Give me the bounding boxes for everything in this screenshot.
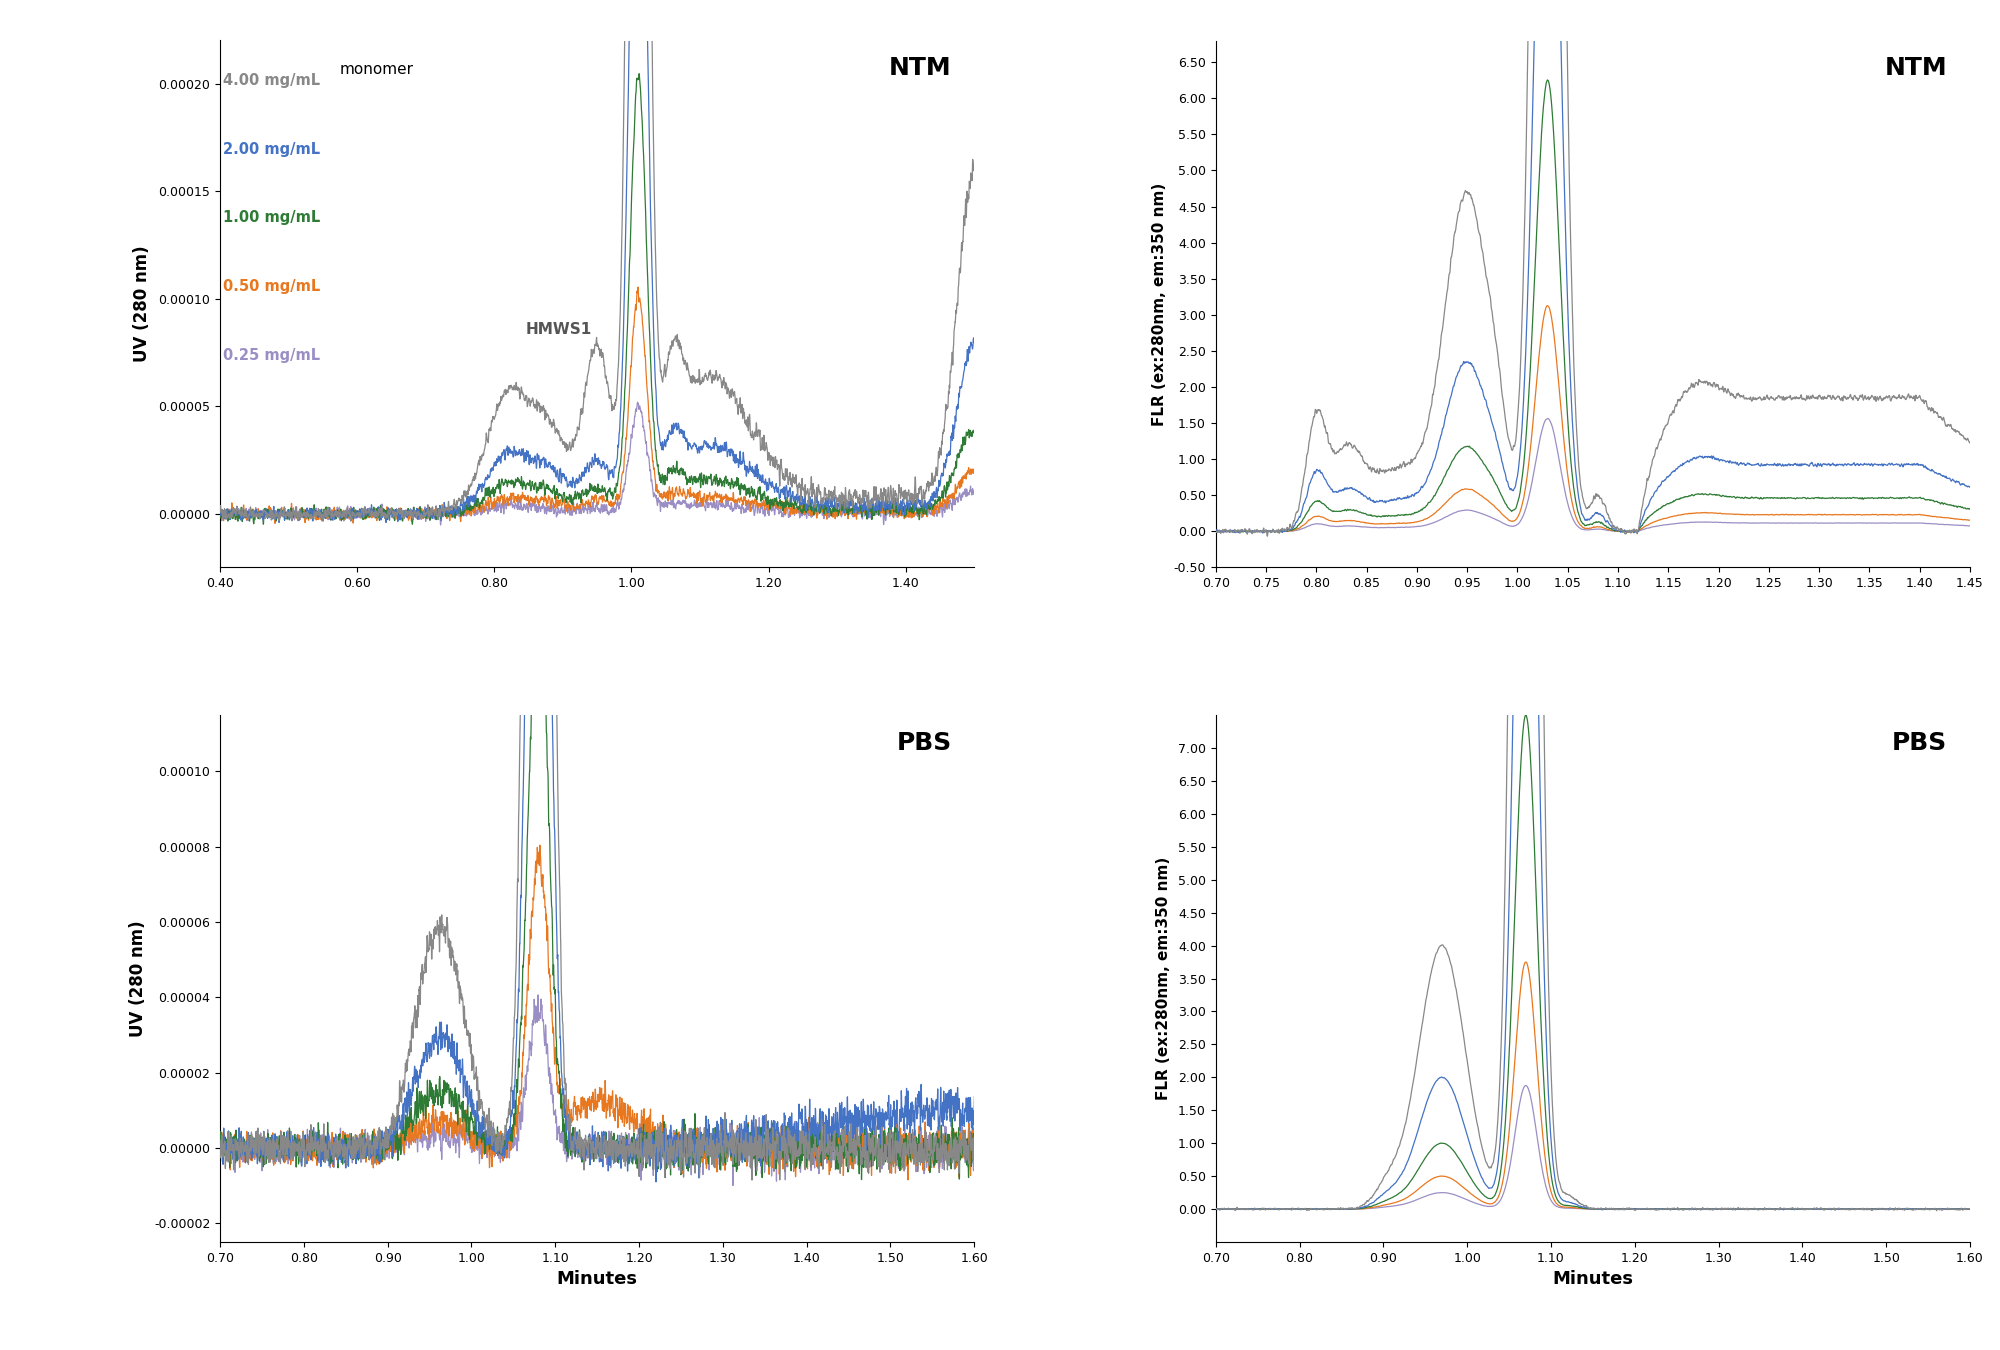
- Y-axis label: FLR (ex:280nm, em:350 nm): FLR (ex:280nm, em:350 nm): [1152, 182, 1166, 425]
- X-axis label: Minutes: Minutes: [1552, 1270, 1634, 1288]
- Text: PBS: PBS: [896, 730, 952, 755]
- Text: 0.25 mg/mL: 0.25 mg/mL: [224, 348, 320, 363]
- Text: monomer: monomer: [340, 62, 414, 77]
- Text: 4.00 mg/mL: 4.00 mg/mL: [224, 73, 320, 88]
- Text: 1.00 mg/mL: 1.00 mg/mL: [224, 211, 320, 225]
- Text: PBS: PBS: [1892, 730, 1948, 755]
- Text: HMWS1: HMWS1: [526, 323, 592, 338]
- Y-axis label: UV (280 nm): UV (280 nm): [128, 921, 146, 1037]
- Text: NTM: NTM: [890, 57, 952, 80]
- Y-axis label: FLR (ex:280nm, em:350 nm): FLR (ex:280nm, em:350 nm): [1156, 857, 1172, 1100]
- Y-axis label: UV (280 nm): UV (280 nm): [134, 246, 152, 362]
- X-axis label: Minutes: Minutes: [556, 1270, 638, 1288]
- Text: 0.50 mg/mL: 0.50 mg/mL: [224, 279, 320, 294]
- Text: NTM: NTM: [1884, 57, 1948, 80]
- Text: 2.00 mg/mL: 2.00 mg/mL: [224, 142, 320, 157]
